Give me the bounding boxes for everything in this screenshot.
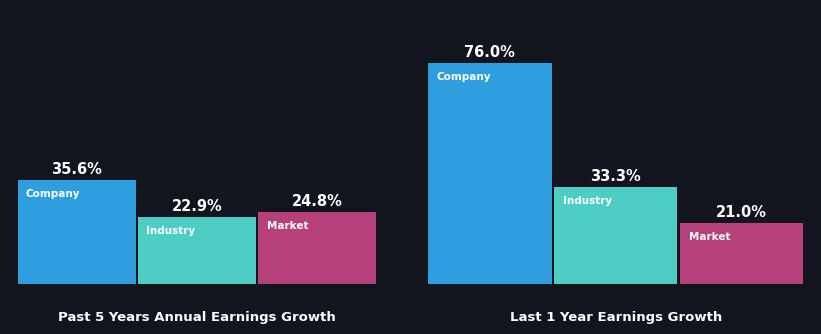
Text: Industry: Industry (562, 196, 612, 206)
Text: Company: Company (437, 72, 491, 82)
Bar (138, 217, 256, 284)
Text: Past 5 Years Annual Earnings Growth: Past 5 Years Annual Earnings Growth (58, 311, 336, 324)
Text: 22.9%: 22.9% (172, 199, 222, 214)
Text: Industry: Industry (146, 226, 195, 236)
Text: 24.8%: 24.8% (292, 193, 343, 208)
Text: Market: Market (689, 232, 730, 242)
Bar (259, 212, 377, 284)
Text: Last 1 Year Earnings Growth: Last 1 Year Earnings Growth (510, 311, 722, 324)
Text: Market: Market (267, 221, 308, 231)
Text: 21.0%: 21.0% (716, 205, 767, 219)
Text: 35.6%: 35.6% (51, 162, 102, 177)
Bar (554, 187, 677, 284)
Bar (17, 180, 135, 284)
Text: 33.3%: 33.3% (590, 169, 641, 184)
Text: 76.0%: 76.0% (465, 45, 516, 60)
Bar (429, 63, 552, 284)
Bar (680, 223, 803, 284)
Text: Company: Company (26, 189, 80, 199)
